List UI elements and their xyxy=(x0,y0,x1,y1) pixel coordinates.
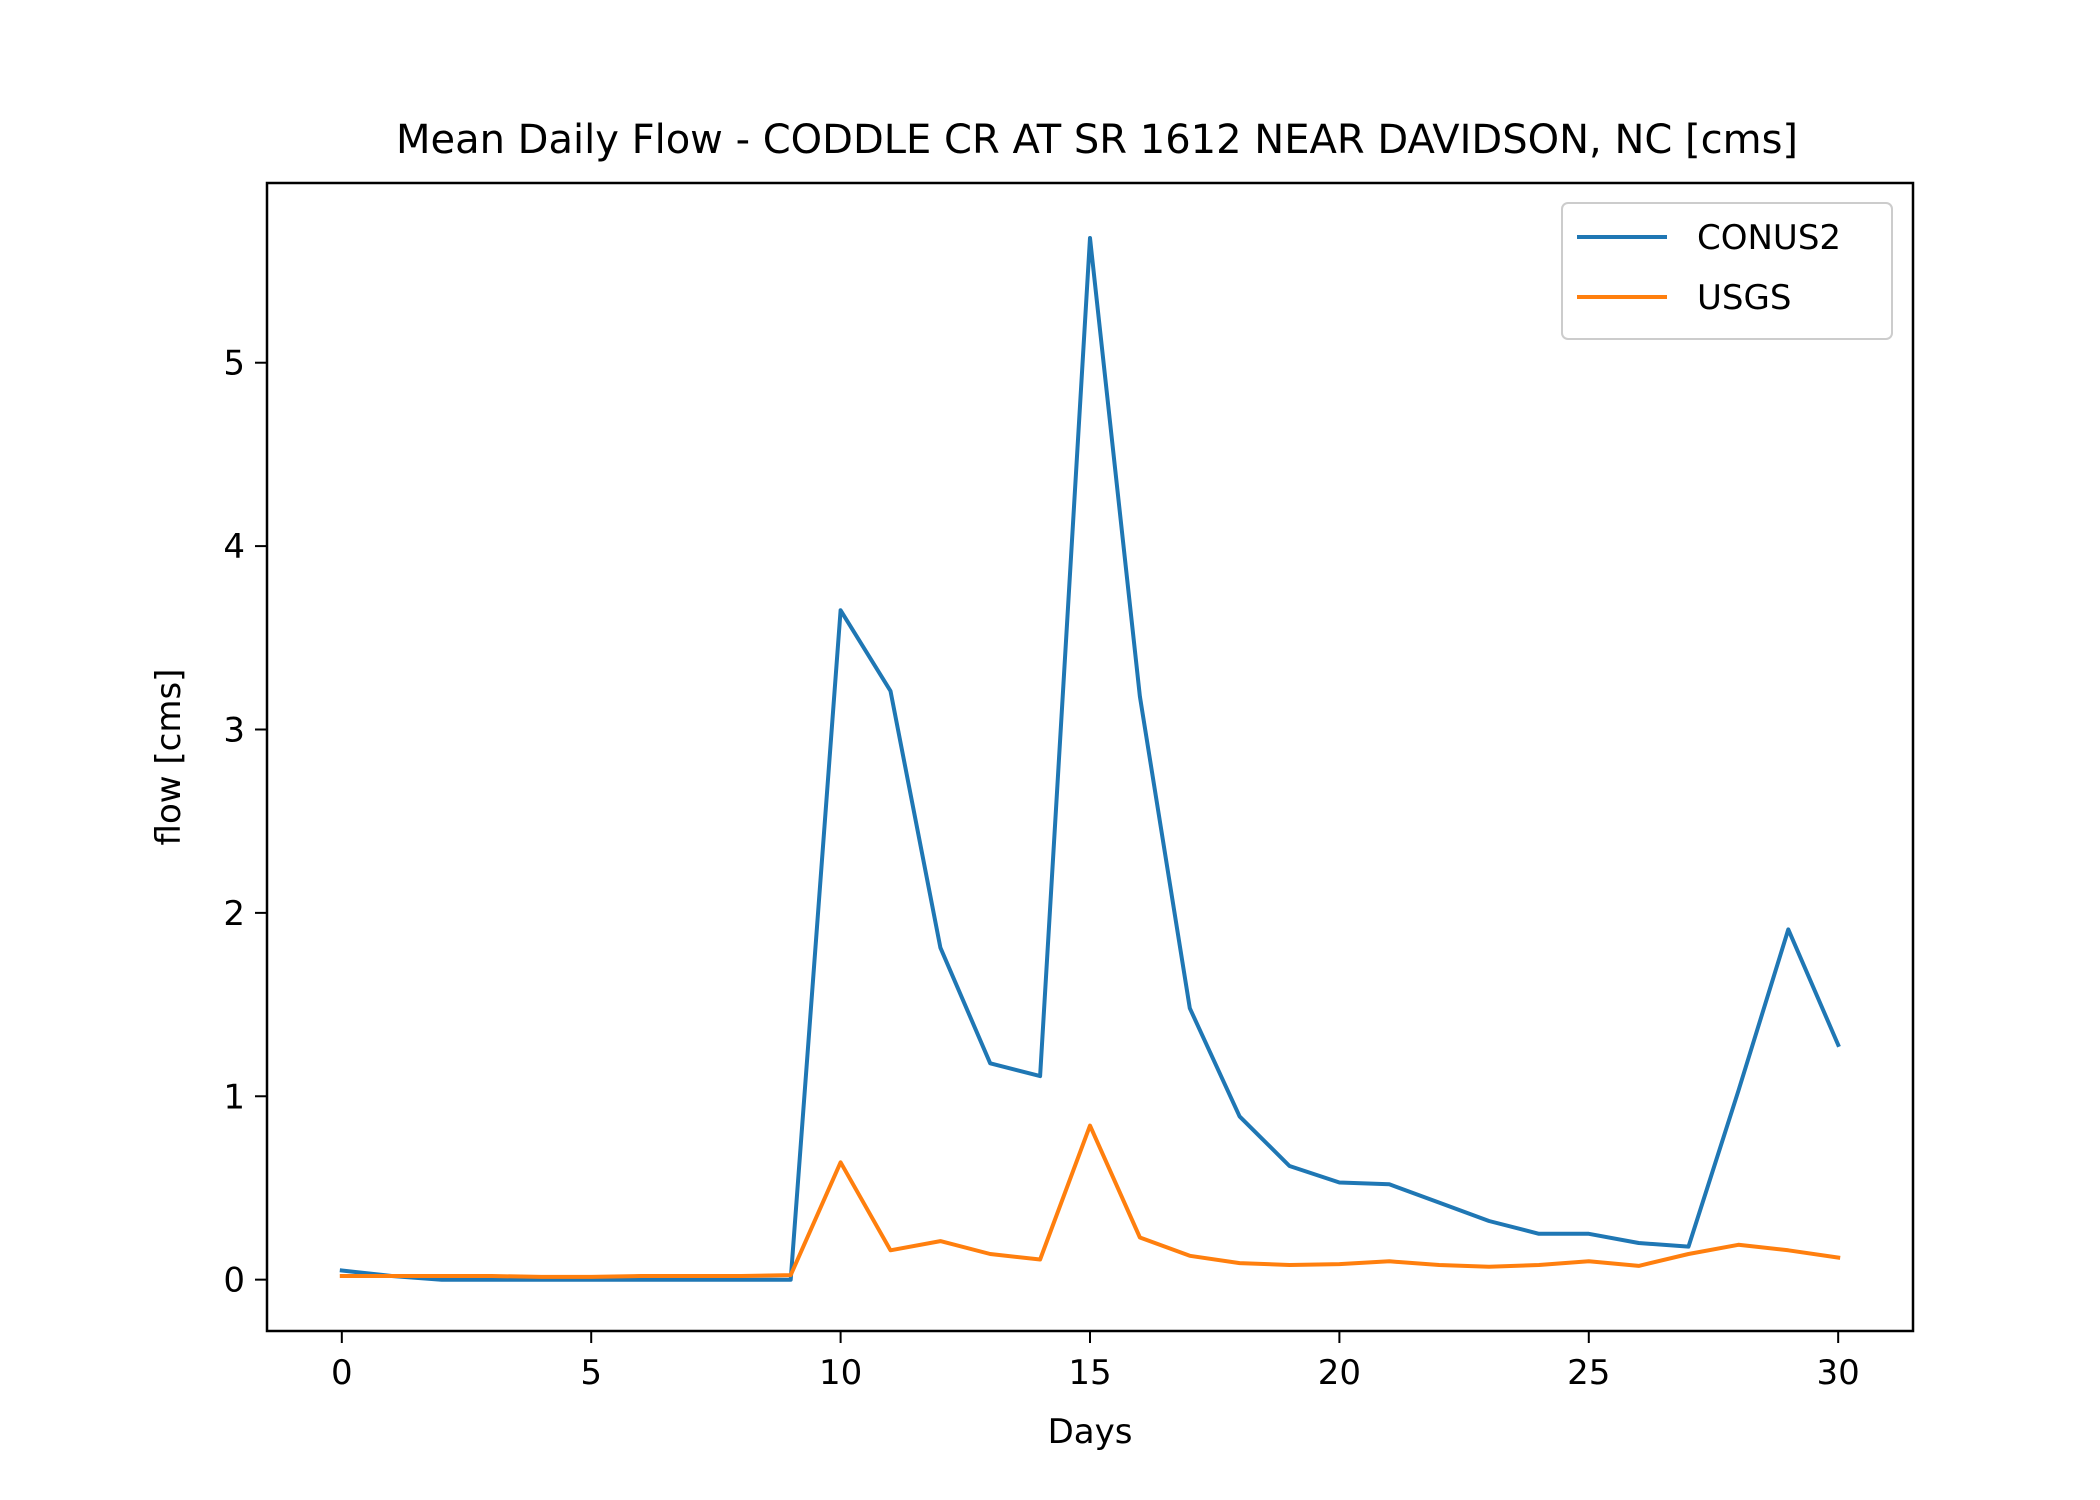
x-tick-label: 25 xyxy=(1567,1353,1610,1393)
x-tick-label: 15 xyxy=(1068,1353,1111,1393)
x-tick-label: 30 xyxy=(1817,1353,1860,1393)
legend-label-usgs: USGS xyxy=(1697,278,1791,318)
x-tick-label: 5 xyxy=(580,1353,602,1393)
y-tick-label: 0 xyxy=(223,1261,245,1301)
legend-label-conus2: CONUS2 xyxy=(1697,218,1841,258)
y-tick-label: 4 xyxy=(223,527,245,567)
y-tick-label: 3 xyxy=(223,710,245,750)
series-line-usgs xyxy=(339,1123,1841,1279)
y-axis-label: flow [cms] xyxy=(149,669,189,846)
plot-frame xyxy=(265,181,1915,1333)
x-axis-label: Days xyxy=(1048,1412,1133,1452)
legend: CONUS2 USGS xyxy=(1561,202,1893,340)
plot-lines xyxy=(339,236,1841,1282)
y-tick-label: 5 xyxy=(223,344,245,384)
x-tick-label: 20 xyxy=(1318,1353,1361,1393)
series-line-conus2 xyxy=(339,236,1841,1282)
y-tick-label: 2 xyxy=(223,894,245,934)
x-tick-label: 10 xyxy=(819,1353,862,1393)
x-tick-label: 0 xyxy=(331,1353,353,1393)
y-tick-label: 1 xyxy=(223,1077,245,1117)
y-axis-ticks: 0 1 2 3 4 5 xyxy=(223,344,267,1301)
chart-title: Mean Daily Flow - CODDLE CR AT SR 1612 N… xyxy=(396,117,1798,163)
x-axis-ticks: 0 5 10 15 20 25 30 xyxy=(331,1331,1860,1393)
